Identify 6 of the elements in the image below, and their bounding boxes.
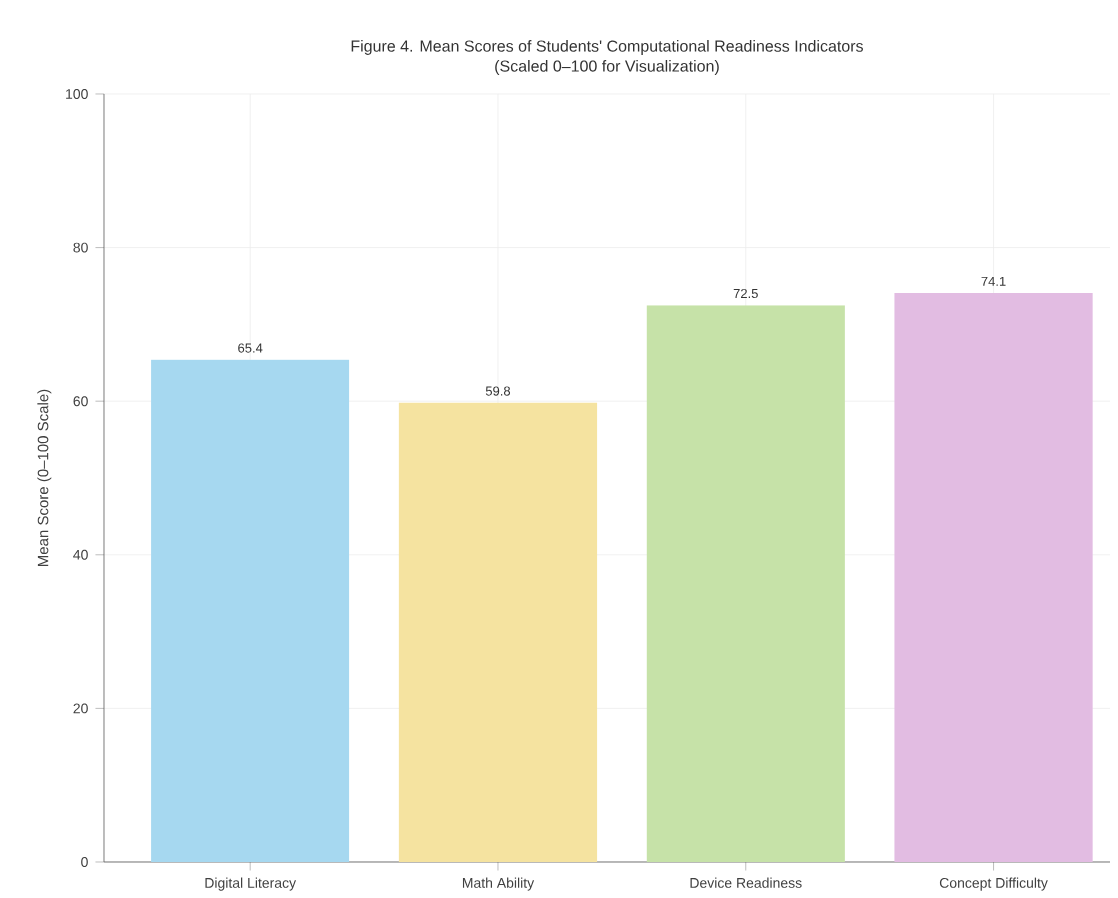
chart-subtitle: (Scaled 0–100 for Visualization) [495, 60, 719, 76]
chart-title: Figure 4. Mean Scores of Students' Computational Readiness Indicators [351, 40, 863, 56]
bar [398, 403, 598, 863]
bar [646, 305, 845, 863]
bar [151, 360, 350, 863]
bar [894, 293, 1093, 863]
